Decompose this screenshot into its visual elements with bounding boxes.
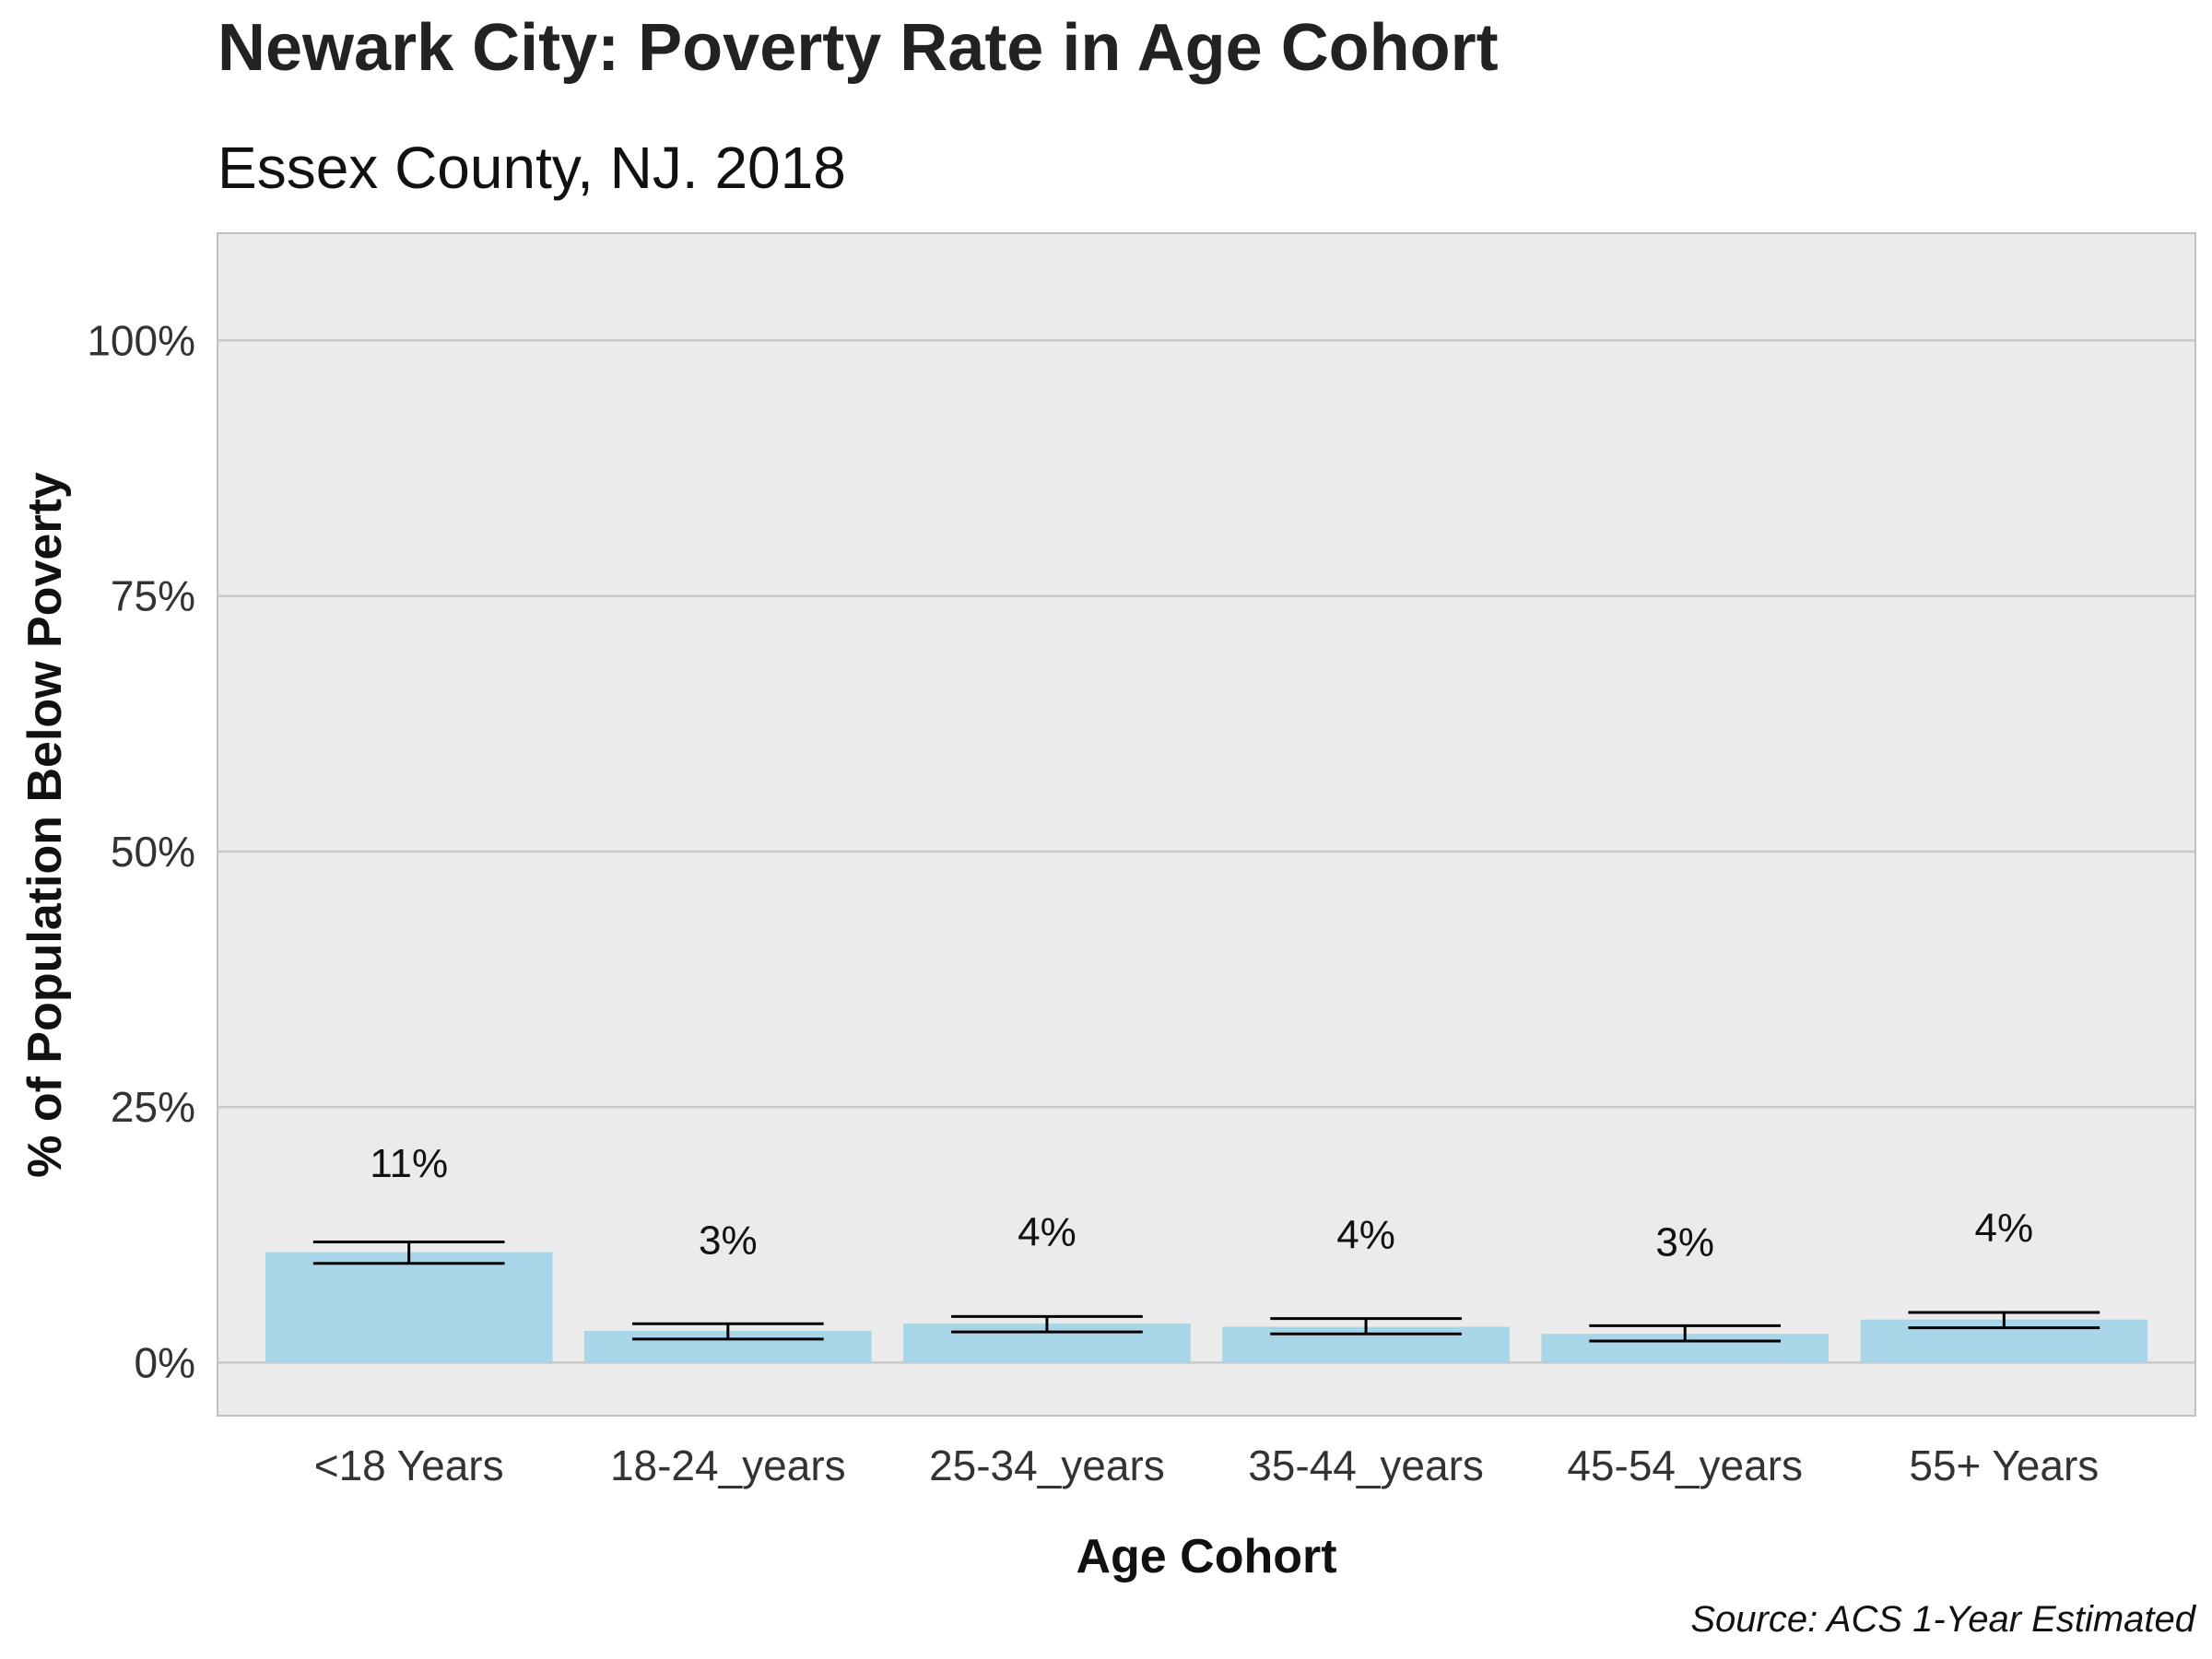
error-bar xyxy=(1589,1324,1782,1343)
x-tick-label: 45-54_years xyxy=(1567,1441,1803,1489)
data-label: 11% xyxy=(370,1141,448,1186)
data-label: 4% xyxy=(1336,1213,1395,1258)
data-label: 3% xyxy=(699,1218,758,1263)
error-bar xyxy=(1908,1311,2100,1330)
data-labels: 11% 3% 4% 4% 3% 4% xyxy=(370,1141,2033,1265)
data-label: 4% xyxy=(1018,1209,1077,1254)
error-bar xyxy=(631,1322,824,1341)
y-tick-label: 50% xyxy=(111,828,195,876)
y-tick-label: 0% xyxy=(135,1338,195,1386)
error-bar xyxy=(951,1314,1143,1334)
plot-panel xyxy=(217,232,2196,1417)
source-caption: Source: ACS 1-Year Estimated xyxy=(1690,1599,2196,1640)
data-label: 3% xyxy=(1655,1219,1714,1265)
x-tick-labels: <18 Years 18-24_years 25-34_years 35-44_yea… xyxy=(314,1441,2100,1489)
y-tick-label: 100% xyxy=(87,316,195,364)
x-tick-label: 35-44_years xyxy=(1248,1441,1484,1489)
x-tick-label: 25-34_years xyxy=(929,1441,1165,1489)
bar xyxy=(265,1252,553,1363)
y-tick-label: 25% xyxy=(111,1083,195,1131)
y-axis-title: % of Population Below Poverty xyxy=(18,472,72,1178)
x-tick-label: <18 Years xyxy=(314,1441,504,1489)
error-bar xyxy=(1270,1317,1462,1335)
x-axis-title: Age Cohort xyxy=(1076,1530,1336,1583)
data-label: 4% xyxy=(1975,1206,2034,1251)
error-bars xyxy=(312,1240,2100,1343)
x-tick-label: 18-24_years xyxy=(610,1441,846,1489)
bars xyxy=(265,1252,2148,1363)
y-tick-labels: 0% 25% 50% 75% 100% xyxy=(87,316,195,1386)
chart-subtitle: Essex County, NJ. 2018 xyxy=(218,135,846,201)
x-tick-label: 55+ Years xyxy=(1909,1441,2099,1489)
error-bar xyxy=(312,1240,505,1265)
chart-title: Newark City: Poverty Rate in Age Cohort xyxy=(218,11,1499,85)
y-tick-label: 75% xyxy=(111,572,195,620)
